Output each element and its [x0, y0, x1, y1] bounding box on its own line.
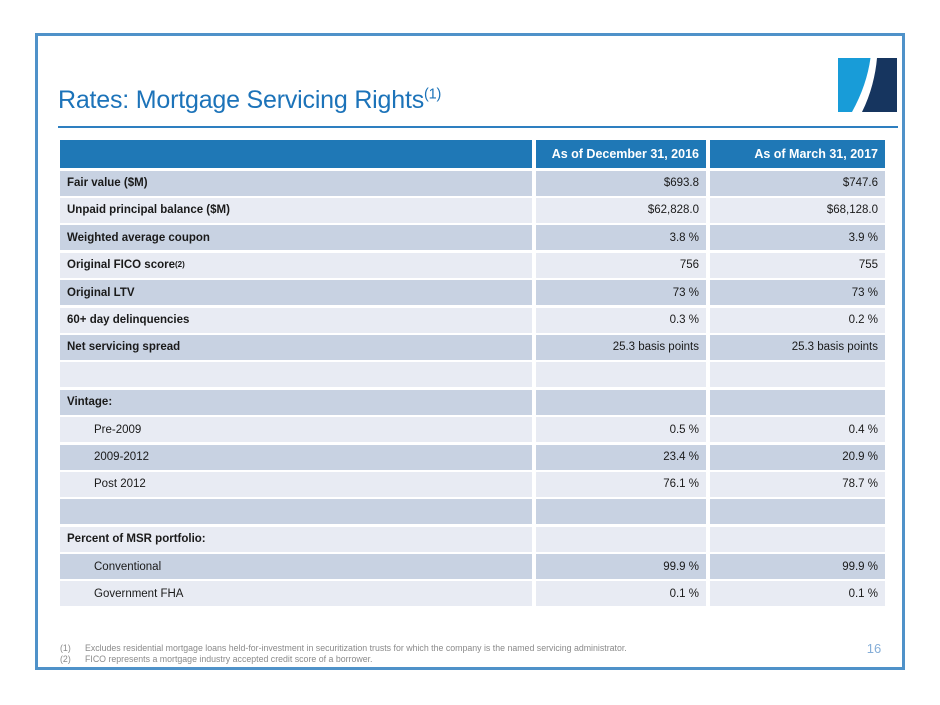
table-row: 2009-2012 23.4 % 20.9 %: [60, 444, 885, 470]
row-value-mar-2017: 99.9 %: [710, 554, 885, 580]
row-value-mar-2017: [710, 499, 885, 525]
footnotes: (1) Excludes residential mortgage loans h…: [60, 643, 840, 665]
table-row: [60, 499, 885, 525]
footnote-1-text: Excludes residential mortgage loans held…: [85, 643, 627, 653]
row-label: Post 2012: [94, 478, 146, 491]
table-row: Fair value ($M) $693.8 $747.6: [60, 170, 885, 196]
footnote-2-marker: (2): [60, 653, 71, 664]
row-label: Original FICO score: [67, 259, 175, 272]
row-value-dec-2016: 23.4 %: [536, 444, 706, 470]
table-row: Government FHA 0.1 % 0.1 %: [60, 581, 885, 607]
page-title-text: Rates: Mortgage Servicing Rights: [58, 86, 424, 114]
row-value-dec-2016: [536, 362, 706, 388]
footnote-2: (2) FICO represents a mortgage industry a…: [60, 654, 840, 665]
row-value-dec-2016: 99.9 %: [536, 554, 706, 580]
footnote-1-marker: (1): [60, 643, 71, 653]
table-header-row: As of December 31, 2016 As of March 31, …: [60, 140, 885, 168]
row-value-dec-2016: $62,828.0: [536, 197, 706, 223]
row-value-dec-2016: 73 %: [536, 280, 706, 306]
table-body: Fair value ($M) $693.8 $747.6 Unpaid pri…: [60, 170, 885, 607]
row-value-mar-2017: [710, 362, 885, 388]
row-value-dec-2016: [536, 389, 706, 415]
row-value-mar-2017: 755: [710, 252, 885, 278]
row-label: Original LTV: [67, 286, 135, 299]
row-label: Conventional: [94, 560, 162, 573]
row-label: Net servicing spread: [67, 341, 181, 354]
table-row: Percent of MSR portfolio:: [60, 526, 885, 552]
row-value-dec-2016: [536, 499, 706, 525]
table-row: Unpaid principal balance ($M) $62,828.0 …: [60, 197, 885, 223]
company-logo: [838, 58, 897, 112]
table-row: 60+ day delinquencies 0.3 % 0.2 %: [60, 307, 885, 333]
row-value-mar-2017: [710, 526, 885, 552]
row-label: Pre-2009: [94, 423, 142, 436]
header-cell-mar-2017: As of March 31, 2017: [710, 140, 885, 168]
row-value-mar-2017: 25.3 basis points: [710, 334, 885, 360]
footnote-2-text: FICO represents a mortgage industry acce…: [85, 653, 373, 664]
row-label: Government FHA: [94, 587, 184, 600]
row-value-dec-2016: 0.1 %: [536, 581, 706, 607]
row-value-dec-2016: 756: [536, 252, 706, 278]
row-value-mar-2017: 20.9 %: [710, 444, 885, 470]
row-label: Weighted average coupon: [67, 231, 210, 244]
row-label: Fair value ($M): [67, 177, 148, 190]
row-label: 60+ day delinquencies: [67, 314, 190, 327]
title-underline: [58, 126, 898, 128]
row-value-mar-2017: 0.4 %: [710, 417, 885, 443]
row-value-dec-2016: $693.8: [536, 170, 706, 196]
header-cell-dec-2016: As of December 31, 2016: [536, 140, 706, 168]
table-row: Weighted average coupon 3.8 % 3.9 %: [60, 225, 885, 251]
table-row: Original FICO score (2) 756 755: [60, 252, 885, 278]
row-value-mar-2017: 78.7 %: [710, 471, 885, 497]
row-value-mar-2017: 0.2 %: [710, 307, 885, 333]
table-row: Conventional 99.9 % 99.9 %: [60, 554, 885, 580]
row-value-dec-2016: [536, 526, 706, 552]
footnote-1: (1) Excludes residential mortgage loans h…: [60, 643, 840, 654]
row-value-mar-2017: 0.1 %: [710, 581, 885, 607]
msr-table: As of December 31, 2016 As of March 31, …: [60, 140, 885, 609]
row-label: 2009-2012: [94, 451, 149, 463]
table-row: Post 2012 76.1 % 78.7 %: [60, 471, 885, 497]
table-row: Net servicing spread 25.3 basis points 2…: [60, 334, 885, 360]
row-value-mar-2017: [710, 389, 885, 415]
row-label: Percent of MSR portfolio:: [67, 533, 206, 546]
row-value-mar-2017: 73 %: [710, 280, 885, 306]
row-value-dec-2016: 3.8 %: [536, 225, 706, 251]
row-value-dec-2016: 25.3 basis points: [536, 334, 706, 360]
row-value-mar-2017: $68,128.0: [710, 197, 885, 223]
table-row: Vintage:: [60, 389, 885, 415]
row-value-dec-2016: 76.1 %: [536, 471, 706, 497]
row-value-dec-2016: 0.3 %: [536, 307, 706, 333]
page-title-footnote-ref: (1): [424, 86, 442, 103]
row-value-mar-2017: 3.9 %: [710, 225, 885, 251]
row-label: Vintage:: [67, 396, 113, 409]
row-label: Unpaid principal balance ($M): [67, 204, 230, 217]
table-row: Original LTV 73 % 73 %: [60, 280, 885, 306]
table-row: [60, 362, 885, 388]
slide-frame: Rates: Mortgage Servicing Rights(1) As o…: [35, 33, 905, 670]
page-number: 16: [866, 641, 882, 656]
row-value-dec-2016: 0.5 %: [536, 417, 706, 443]
table-row: Pre-2009 0.5 % 0.4 %: [60, 417, 885, 443]
row-value-mar-2017: $747.6: [710, 170, 885, 196]
page-title: Rates: Mortgage Servicing Rights(1): [58, 86, 441, 115]
header-cell-empty: [60, 140, 532, 168]
